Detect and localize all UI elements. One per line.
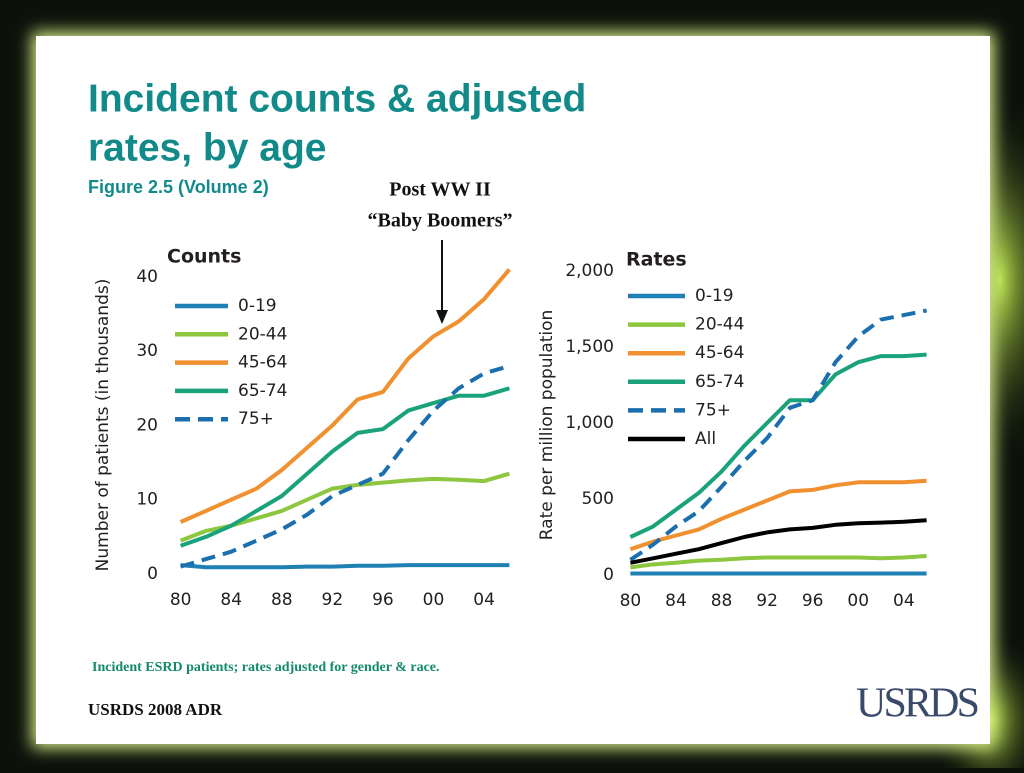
x-tick-label: 96 — [372, 590, 394, 610]
y-axis-label: Rate per million population — [537, 310, 557, 541]
annotation: “Baby Boomers” — [368, 210, 513, 232]
y-tick-label: 20 — [136, 415, 158, 435]
logo: USRDS — [856, 681, 980, 727]
y-tick-label: 30 — [136, 341, 158, 361]
legend-label: 0-19 — [695, 286, 734, 306]
chart-title: Counts — [167, 246, 241, 268]
legend-label: 75+ — [695, 400, 731, 420]
x-tick-label: 92 — [756, 591, 778, 611]
legend-label: 65-74 — [695, 372, 744, 392]
series-line — [179, 268, 511, 524]
y-axis-label: Number of patients (in thousands) — [93, 279, 113, 572]
y-tick-label: 0 — [603, 565, 614, 585]
legend-label: 20-44 — [695, 315, 744, 335]
x-tick-label: 96 — [802, 591, 824, 611]
y-tick-label: 0 — [147, 564, 158, 584]
series-line — [629, 478, 927, 552]
legend-label: 75+ — [238, 409, 274, 429]
series-line — [629, 352, 927, 539]
subtitle: Figure 2.5 (Volume 2) — [88, 177, 269, 197]
y-tick-label: 1,500 — [565, 337, 614, 357]
x-tick-label: 00 — [847, 591, 869, 611]
legend-label: All — [695, 429, 716, 449]
y-tick-label: 40 — [136, 267, 158, 287]
y-tick-label: 2,000 — [565, 261, 614, 281]
annotation: Post WW II — [389, 179, 491, 201]
footer: USRDS 2008 ADR — [88, 700, 223, 719]
legend-label: 45-64 — [695, 343, 744, 363]
annotation-arrowhead — [436, 310, 448, 324]
x-tick-label: 84 — [220, 590, 242, 610]
x-tick-label: 88 — [711, 591, 733, 611]
series-line — [630, 518, 927, 565]
title-line: rates, by age — [88, 126, 326, 169]
x-tick-label: 84 — [665, 591, 687, 611]
x-tick-label: 04 — [893, 591, 915, 611]
x-tick-label: 00 — [423, 590, 445, 610]
x-tick-label: 88 — [271, 590, 293, 610]
y-tick-label: 500 — [582, 489, 614, 509]
legend-label: 20-44 — [238, 324, 287, 344]
legend-label: 0-19 — [238, 296, 277, 316]
series-line — [180, 563, 510, 570]
footnote: Incident ESRD patients; rates adjusted f… — [92, 660, 440, 675]
series-line — [180, 364, 510, 569]
series-line — [179, 386, 510, 548]
chart-title: Rates — [626, 249, 687, 271]
series-line — [630, 554, 927, 570]
x-tick-label: 04 — [473, 590, 495, 610]
series-line — [629, 308, 927, 562]
title-line: Incident counts & adjusted — [88, 77, 586, 120]
y-tick-label: 10 — [136, 490, 158, 510]
x-tick-label: 80 — [170, 590, 192, 610]
y-tick-label: 1,000 — [565, 413, 614, 433]
legend-label: 45-64 — [238, 353, 287, 373]
x-tick-label: 80 — [620, 591, 642, 611]
x-tick-label: 92 — [322, 590, 344, 610]
legend-label: 65-74 — [238, 381, 287, 401]
